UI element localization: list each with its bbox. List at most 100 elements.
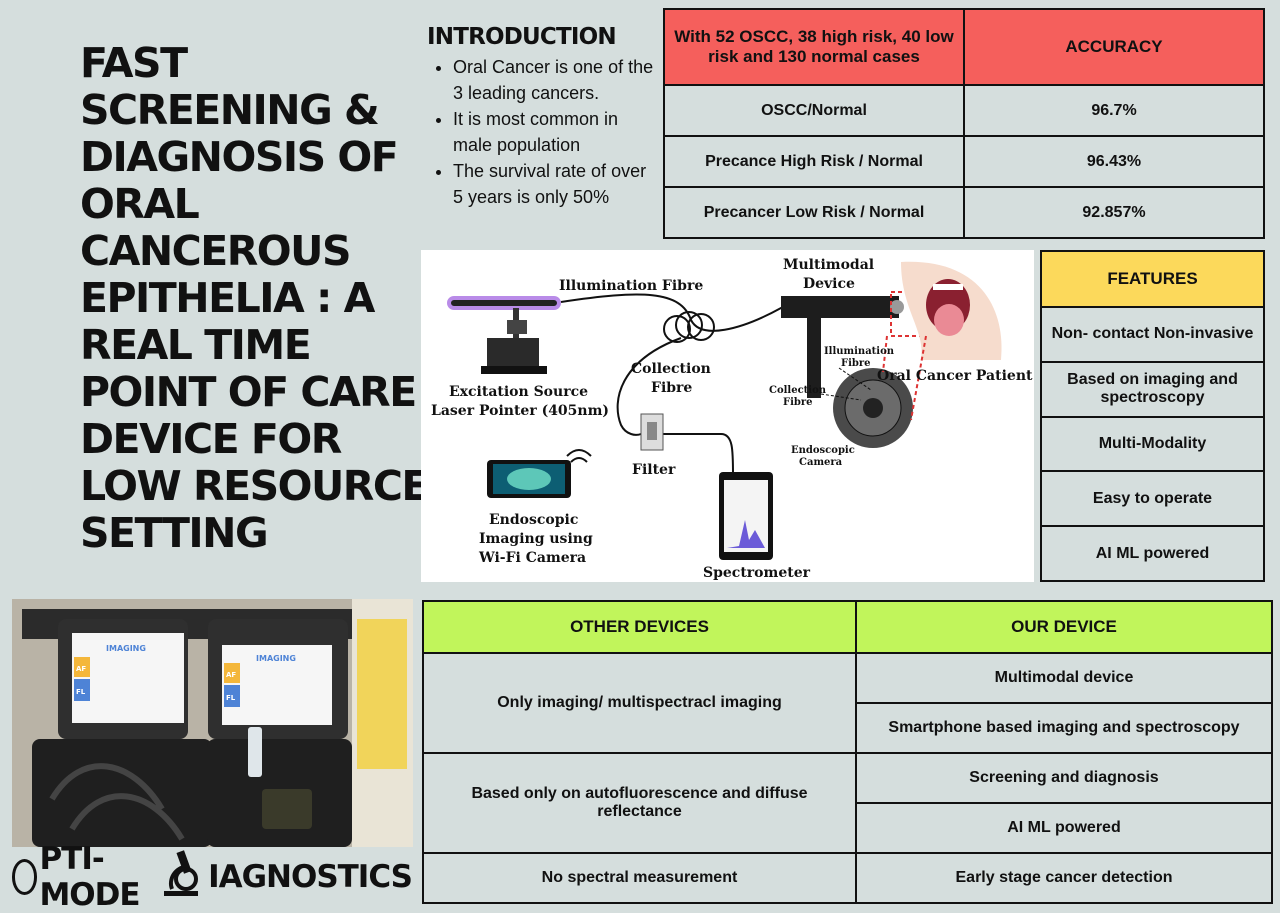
- other-device-cell: Only imaging/ multispectracl imaging: [422, 652, 857, 754]
- photo-tag-af-left: AF: [76, 665, 86, 673]
- device-photo: IMAGING IMAGING AF FL AF FL: [12, 599, 413, 847]
- other-devices-header: OTHER DEVICES: [422, 600, 857, 654]
- our-device-cell: Multimodal device: [854, 652, 1274, 704]
- endoscopic-camera-label: Camera: [799, 457, 843, 468]
- dataset-header: With 52 OSCC, 38 high risk, 40 low risk …: [663, 8, 965, 86]
- collection-fibre-small-label: Collection: [769, 385, 827, 396]
- feature-item: Based on imaging and spectroscopy: [1040, 360, 1265, 418]
- title-line: DIAGNOSIS OF: [80, 133, 399, 181]
- title-line: POINT OF CARE: [80, 368, 417, 416]
- photo-tag-fl-left: FL: [76, 688, 86, 696]
- logo-text-part2: IAGNOSTICS: [208, 859, 413, 895]
- setup-diagram: Illumination Fibre Multimodal Device Col…: [421, 250, 1034, 582]
- photo-tag-af-right: AF: [226, 671, 236, 679]
- table-row: Easy to operate: [1040, 470, 1265, 528]
- accuracy-header: ACCURACY: [963, 8, 1265, 86]
- features-heading: FEATURES: [1040, 250, 1265, 308]
- table-row: Based on imaging and spectroscopy: [1040, 360, 1265, 418]
- feature-item: Easy to operate: [1040, 470, 1265, 528]
- table-row: Non- contact Non-invasive: [1040, 305, 1265, 363]
- title-line: SCREENING &: [80, 86, 380, 134]
- illumination-fibre-small-label: Fibre: [841, 358, 871, 369]
- wifi-camera-tablet-icon: [487, 449, 592, 498]
- comparison-label: Precancer Low Risk / Normal: [663, 186, 965, 239]
- feature-item: Multi-Modality: [1040, 415, 1265, 473]
- oral-cancer-patient-label: Oral Cancer Patient: [877, 368, 1033, 384]
- fibre-coil-icon: [675, 311, 703, 339]
- introduction-list: Oral Cancer is one of the 3 leading canc…: [427, 54, 655, 210]
- comparison-label: Precance High Risk / Normal: [663, 135, 965, 188]
- excitation-source-label: Excitation Source: [449, 384, 588, 400]
- photo-sign-left: IMAGING: [106, 644, 146, 653]
- introduction-section: INTRODUCTION Oral Cancer is one of the 3…: [427, 24, 655, 210]
- accuracy-header-row: With 52 OSCC, 38 high risk, 40 low risk …: [663, 8, 1265, 86]
- title-line: ORAL: [80, 180, 200, 228]
- introduction-bullet: The survival rate of over 5 years is onl…: [453, 158, 655, 210]
- introduction-heading: INTRODUCTION: [427, 24, 617, 50]
- table-row: Precance High Risk / Normal 96.43%: [663, 135, 1265, 188]
- device-photo-svg: IMAGING IMAGING AF FL AF FL: [12, 599, 413, 847]
- title-line: CANCEROUS: [80, 227, 351, 275]
- photo-sign-right: IMAGING: [256, 654, 296, 663]
- introduction-bullet: It is most common in male population: [453, 106, 655, 158]
- features-table: FEATURES Non- contact Non-invasive Based…: [1040, 250, 1265, 582]
- title-line: SETTING: [80, 509, 269, 557]
- feature-item: AI ML powered: [1040, 525, 1265, 582]
- other-device-cell: No spectral measurement: [422, 852, 857, 904]
- table-row: OSCC/Normal 96.7%: [663, 84, 1265, 137]
- illumination-fibre-small-label: Illumination: [824, 346, 895, 357]
- microscope-icon: [162, 849, 206, 905]
- feature-item: Non- contact Non-invasive: [1040, 305, 1265, 363]
- filter-icon: [640, 413, 664, 451]
- collection-fibre-line: [616, 337, 682, 436]
- table-row: Based only on autofluorescence and diffu…: [422, 752, 1274, 854]
- table-row: Smartphone based imaging and spectroscop…: [423, 702, 1274, 754]
- multimodal-device-label: Device: [803, 276, 855, 292]
- accuracy-value: 96.43%: [963, 135, 1265, 188]
- endoscopic-imaging-label: Wi-Fi Camera: [478, 550, 586, 566]
- our-device-cell: AI ML powered: [854, 802, 1274, 854]
- filter-label: Filter: [632, 462, 676, 478]
- comparison-header-row: OTHER DEVICES OUR DEVICE: [422, 600, 1274, 654]
- title-line: LOW RESOURCE: [80, 462, 429, 510]
- collection-fibre-label: Collection: [631, 361, 711, 377]
- title-line: EPITHELIA : A: [80, 274, 375, 322]
- endoscopic-head-icon: [820, 335, 927, 448]
- collection-fibre-small-label: Fibre: [783, 397, 813, 408]
- table-row: AI ML powered: [423, 802, 1274, 854]
- comparison-label: OSCC/Normal: [663, 84, 965, 137]
- laser-pointer-icon: [447, 296, 561, 374]
- setup-diagram-svg: Illumination Fibre Multimodal Device Col…: [431, 257, 1033, 581]
- logo-text-part1: PTI-MODE: [39, 841, 140, 913]
- table-row: AI ML powered: [1040, 525, 1265, 582]
- poster-title: FAST SCREENING & DIAGNOSIS OF ORAL CANCE…: [80, 40, 429, 557]
- title-line: DEVICE FOR: [80, 415, 342, 463]
- endoscopic-imaging-label: Imaging using: [479, 531, 593, 547]
- company-logo: PTI-MODE IAGNOSTICS: [12, 841, 413, 913]
- logo-circle-icon: [12, 859, 38, 895]
- table-row: Only imaging/ multispectracl imaging Mul…: [422, 652, 1274, 754]
- accuracy-value: 96.7%: [963, 84, 1265, 137]
- table-row: Multi-Modality: [1040, 415, 1265, 473]
- accuracy-table: With 52 OSCC, 38 high risk, 40 low risk …: [663, 8, 1265, 239]
- multimodal-device-label: Multimodal: [783, 257, 874, 273]
- title-line: REAL TIME: [80, 321, 312, 369]
- spectrometer-label: Spectrometer: [703, 565, 811, 581]
- endoscopic-camera-label: Endoscopic: [791, 445, 855, 456]
- our-device-cell: Screening and diagnosis: [854, 752, 1274, 804]
- illumination-fibre-line: [560, 293, 783, 332]
- excitation-source-label: Laser Pointer (405nm): [431, 403, 609, 419]
- other-device-cell: Based only on autofluorescence and diffu…: [422, 752, 857, 854]
- photo-tag-fl-right: FL: [226, 694, 236, 702]
- accuracy-value: 92.857%: [963, 186, 1265, 239]
- patient-mouth-icon: [901, 261, 1002, 360]
- comparison-table: OTHER DEVICES OUR DEVICE Only imaging/ m…: [422, 600, 1274, 904]
- our-device-cell: Smartphone based imaging and spectroscop…: [854, 702, 1274, 754]
- table-row: Precancer Low Risk / Normal 92.857%: [663, 186, 1265, 239]
- endoscopic-imaging-label: Endoscopic: [489, 512, 578, 528]
- our-device-header: OUR DEVICE: [854, 600, 1274, 654]
- our-device-cell: Early stage cancer detection: [854, 852, 1274, 904]
- table-row: No spectral measurement Early stage canc…: [422, 852, 1274, 904]
- collection-fibre-label: Fibre: [651, 380, 692, 396]
- spectrometer-icon: [719, 472, 773, 560]
